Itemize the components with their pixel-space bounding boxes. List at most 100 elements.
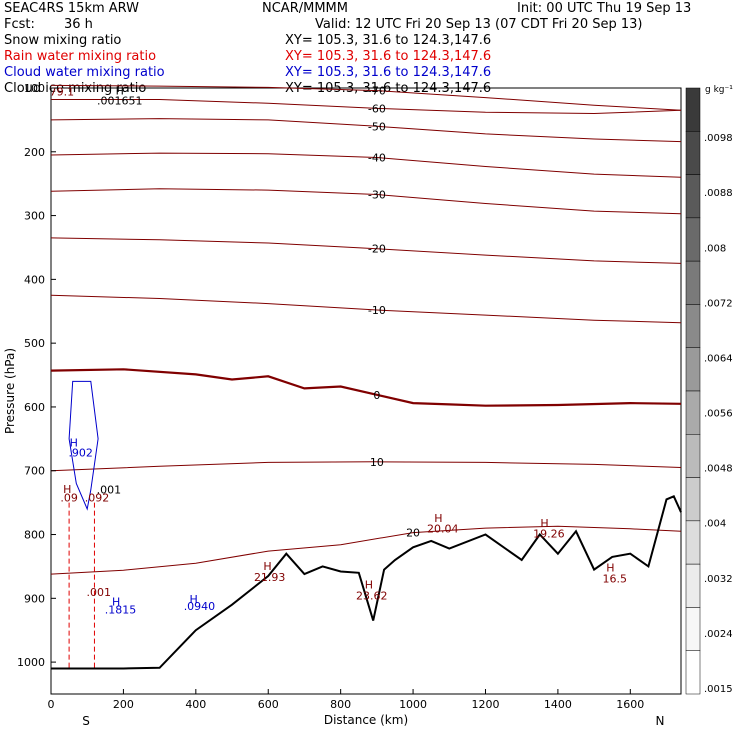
plot-area [50, 87, 682, 695]
forecast-label: Fcst: [4, 17, 35, 32]
y-tick-label: 600 [24, 401, 45, 414]
isotherm-label: 0 [373, 389, 380, 402]
isotherm-label: -60 [368, 102, 386, 115]
colorbar-swatch [685, 520, 701, 565]
isotherm-line [50, 237, 682, 264]
colorbar-swatch [685, 304, 701, 348]
y-tick-label: 400 [24, 273, 45, 286]
colorbar-label: .0032 [704, 574, 733, 585]
forecast-value: 36 h [64, 17, 93, 32]
annotation-label: 19.26 [533, 528, 565, 541]
y-tick-label: 1000 [17, 656, 45, 669]
colorbar-swatch [685, 563, 701, 608]
x-end-left: S [82, 714, 90, 728]
colorbar-swatch [685, 607, 701, 651]
colorbar-label: .004 [704, 519, 726, 530]
field-xy-rain: XY= 105.3, 31.6 to 124.3,147.6 [285, 49, 492, 64]
annotation-label: .902 [68, 447, 93, 460]
x-axis-label: Distance (km) [324, 713, 408, 727]
isotherm-line [50, 525, 682, 575]
y-axis: 100 200 300 400 500 600 700 800 900 1000 [17, 82, 56, 669]
colorbar-label: .0024 [704, 629, 733, 640]
annotation-label: 23.62 [356, 590, 388, 603]
annotation-label: 16.5 [602, 572, 627, 585]
annotation-label: .0940 [184, 600, 216, 613]
field-name-snow: Snow mixing ratio [4, 33, 122, 48]
colorbar-label: .0064 [704, 353, 733, 364]
colorbar-swatch [685, 174, 701, 219]
annotation-label: .001 [97, 484, 122, 497]
y-tick-label: 500 [24, 337, 45, 350]
colorbar-swatch [685, 650, 701, 695]
colorbar-swatch [685, 217, 701, 262]
annotation-label: .09 [60, 491, 78, 504]
annotation-label: .001651 [97, 95, 143, 108]
isotherm-label: -50 [368, 120, 386, 133]
isotherm-line [50, 188, 682, 215]
y-tick-label: 900 [24, 592, 45, 605]
x-tick-label: 1400 [544, 698, 572, 711]
colorbar-label: .0088 [704, 188, 733, 199]
x-tick-label: 400 [185, 698, 206, 711]
y-tick-label: 800 [24, 529, 45, 542]
annotation-label: H [190, 593, 198, 606]
y-tick-label: 200 [24, 146, 45, 159]
x-tick-label: 0 [48, 698, 55, 711]
isotherm-line [50, 152, 682, 178]
isotherm-line [50, 461, 682, 472]
init-time: Init: 00 UTC Thu 19 Sep 13 [517, 1, 692, 16]
annotation-label: H [365, 579, 373, 592]
annotation-label: .092 [85, 491, 110, 504]
annotation-label: 79.1 [50, 86, 75, 99]
x-tick-label: 1600 [616, 698, 644, 711]
isotherm-line [50, 294, 682, 324]
colorbar: .0098 .0088 .008 .0072 .0064 .0056 .0048 .004 .0… [685, 87, 733, 695]
annotation-label: .1815 [105, 604, 137, 617]
x-tick-label: 800 [330, 698, 351, 711]
isotherm-label: 10 [370, 456, 384, 469]
y-axis-label: Pressure (hPa) [3, 348, 17, 434]
colorbar-swatch [685, 434, 701, 478]
annotation-label: H [63, 483, 71, 496]
annotation-label: H [116, 84, 124, 97]
y-tick-label: 100 [24, 82, 45, 95]
colorbar-unit: g kg⁻¹ [705, 85, 733, 95]
y-tick-label: 700 [24, 465, 45, 478]
cloud-contour [68, 380, 99, 511]
colorbar-label: .0015 [704, 684, 733, 695]
center-title: NCAR/MMMM [262, 1, 348, 16]
y-tick-label: 300 [24, 210, 45, 223]
annotation-label: H [70, 436, 78, 449]
field-xy-snow: XY= 105.3, 31.6 to 124.3,147.6 [285, 33, 492, 48]
annotation-label: H [606, 562, 614, 575]
isotherm-layer: -70 -60 -50 -40 -30 -20 -10 0 10 20 [50, 84, 682, 575]
colorbar-label: .0098 [704, 133, 733, 144]
isotherm-label: -30 [368, 189, 386, 202]
isotherm-label: -40 [368, 152, 386, 165]
model-title: SEAC4RS 15km ARW [4, 1, 140, 16]
field-name-cloudwater: Cloud water mixing ratio [4, 65, 165, 80]
annotation-label: H [434, 512, 442, 525]
x-tick-label: 1200 [471, 698, 499, 711]
colorbar-swatch [685, 390, 701, 435]
colorbar-swatch [685, 260, 701, 305]
terrain-layer [51, 494, 682, 670]
field-name-rain: Rain water mixing ratio [4, 49, 157, 64]
field-xy-cloudwater: XY= 105.3, 31.6 to 124.3,147.6 [285, 65, 492, 80]
annotation-layer: 79.1 H.001651H.902H.09.092.001.001H.1815H… [50, 84, 627, 616]
annotation-label: H [112, 595, 120, 608]
annotation-label: 21.93 [254, 571, 286, 584]
hydrometeor-layer [68, 380, 99, 669]
x-tick-label: 200 [113, 698, 134, 711]
x-axis: 0 200 400 600 800 1000 1200 1400 1600 [48, 689, 644, 711]
annotation-label: H [263, 560, 271, 573]
x-tick-label: 1000 [399, 698, 427, 711]
isotherm-line [50, 368, 682, 407]
colorbar-swatch [685, 477, 701, 522]
isotherm-label: 20 [406, 527, 420, 540]
isotherm-line [50, 84, 682, 111]
colorbar-label: .0056 [704, 409, 733, 420]
colorbar-label: .0072 [704, 298, 733, 309]
isotherm-line [51, 99, 682, 115]
